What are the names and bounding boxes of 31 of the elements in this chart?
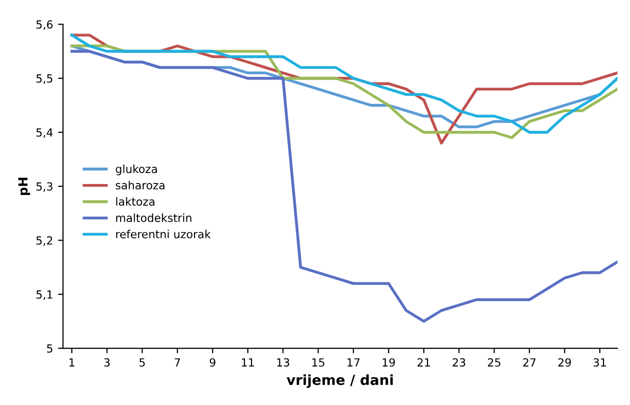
x-tick-label: 21 [418, 358, 430, 366]
x-tick-label: 3 [104, 358, 110, 367]
x-tick-label: 7 [174, 358, 180, 366]
y-tick-label: 5,5 [36, 74, 52, 84]
x-tick-label: 1 [69, 358, 74, 366]
y-tick-label: 5,2 [36, 236, 52, 246]
y-tick-label: 5 [47, 344, 52, 353]
x-tick-label: 13 [277, 358, 290, 367]
x-tick-label: 17 [348, 358, 360, 366]
y-tick-label: 5,4 [36, 128, 53, 138]
x-tick-label: 19 [382, 358, 395, 367]
x-tick-label: 27 [523, 358, 536, 366]
y-tick-label: 5,6 [36, 20, 53, 30]
x-tick-label: 29 [558, 358, 571, 367]
legend-label: maltodekstrin [116, 213, 192, 222]
x-axis-title: vrijeme / dani [286, 374, 393, 388]
x-tick-label: 23 [452, 358, 466, 367]
x-tick-label: 9 [210, 358, 216, 367]
x-tick-label: 15 [312, 358, 324, 367]
y-tick-label: 5,3 [36, 182, 52, 192]
y-axis-title: pH [18, 178, 30, 195]
legend-label: laktoza [116, 197, 154, 206]
legend-label: referentni uzorak [116, 230, 211, 238]
x-tick-label: 31 [594, 358, 606, 367]
x-tick-label: 25 [488, 358, 500, 367]
x-tick-label: 11 [242, 358, 254, 366]
y-tick-label: 5,1 [36, 290, 52, 300]
x-tick-label: 5 [140, 358, 145, 367]
legend-label: saharoza [116, 180, 164, 190]
line-series [70, 50, 618, 323]
legend-label: glukoza [116, 164, 157, 176]
